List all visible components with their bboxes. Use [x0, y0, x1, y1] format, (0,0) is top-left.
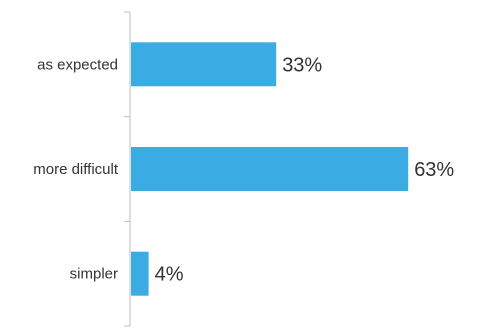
bar-more-difficult	[131, 147, 409, 191]
bars	[131, 42, 409, 296]
category-labels: as expected more difficult simpler	[33, 56, 119, 282]
category-axis-ticks	[124, 11, 130, 327]
category-label-simpler: simpler	[70, 266, 118, 283]
value-label-as-expected: 33%	[282, 54, 322, 76]
bar-as-expected	[131, 42, 277, 87]
value-labels: 33% 63% 4%	[155, 54, 455, 285]
value-label-more-difficult: 63%	[414, 159, 454, 181]
category-label-as-expected: as expected	[37, 56, 118, 73]
bar-simpler	[131, 251, 149, 296]
category-label-more-difficult: more difficult	[33, 161, 119, 178]
value-label-simpler: 4%	[155, 264, 184, 286]
